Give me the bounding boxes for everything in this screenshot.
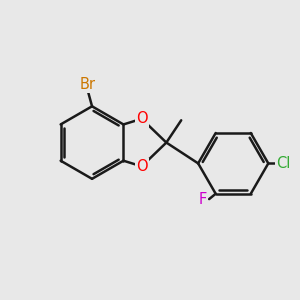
Text: F: F [199, 192, 207, 207]
Text: Br: Br [80, 77, 96, 92]
Text: O: O [136, 159, 148, 174]
Text: O: O [136, 111, 148, 126]
Text: Cl: Cl [276, 156, 291, 171]
